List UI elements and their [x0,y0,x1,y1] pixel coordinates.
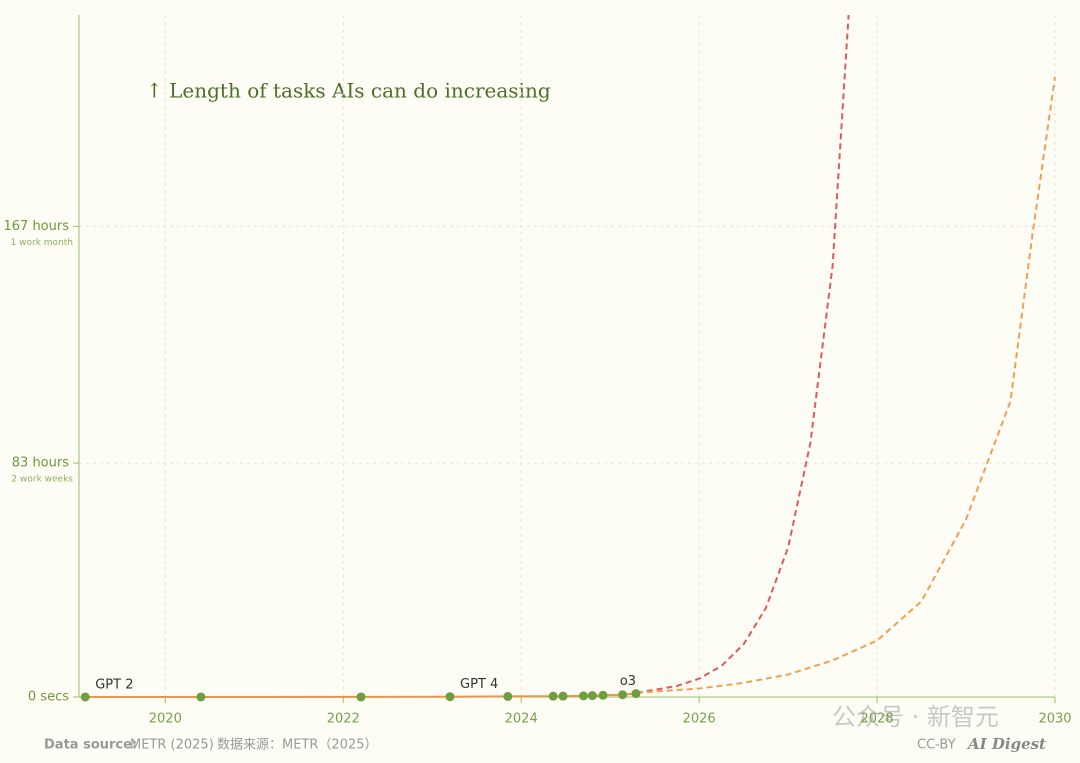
x-tick-label: 2030 [1038,712,1071,727]
model-point [558,691,568,701]
watermark: 公众号 · 新智元 [832,703,999,731]
y-tick-label: 167 hours [4,219,70,234]
brand: AI Digest [966,735,1046,753]
x-tick-label: 2020 [149,712,182,727]
model-point [196,692,206,702]
source-label: Data source: [44,738,137,753]
x-tick-label: 2024 [505,712,538,727]
license: CC-BY [917,738,956,753]
model-label: o3 [620,674,636,689]
model-point [578,691,588,701]
annotation: ↑ Length of tasks AIs can do increasing [146,79,551,103]
y-tick-label: 83 hours [12,456,69,471]
y-tick-label: 0 secs [28,690,69,705]
model-point [503,691,513,701]
y-tick-note: 1 work month [11,238,73,248]
model-point [587,691,597,701]
model-point [548,691,558,701]
model-point [80,692,90,702]
x-tick-label: 2026 [683,712,716,727]
model-label: GPT 4 [460,677,498,692]
model-point [618,690,628,700]
trend-line [636,76,1056,694]
trend-line [636,14,850,694]
model-point [598,690,608,700]
source-cn: 数据来源：METR（2025） [217,738,378,753]
model-label: GPT 2 [95,677,133,692]
model-point [445,692,455,702]
model-point [631,689,641,699]
source: METR (2025) [130,738,214,753]
x-tick-label: 2022 [327,712,360,727]
x-tick-label: 2028 [861,712,894,727]
model-point [356,692,366,702]
y-tick-note: 2 work weeks [11,475,73,485]
